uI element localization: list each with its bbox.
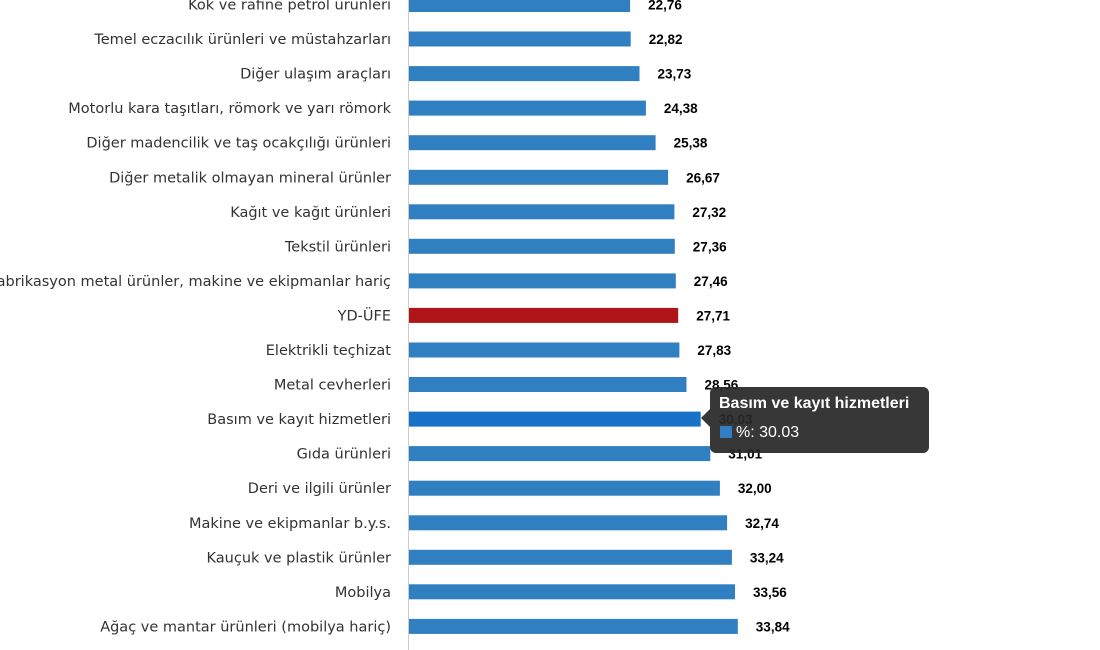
bar[interactable] xyxy=(409,169,669,185)
bar[interactable] xyxy=(409,515,728,531)
bar[interactable] xyxy=(409,411,701,427)
bar[interactable] xyxy=(409,307,679,323)
category-label: Kok ve rafine petrol ürünleri xyxy=(188,0,391,14)
data-label: 22,76 xyxy=(648,0,682,13)
category-label: Elektrikli teçhizat xyxy=(266,343,392,359)
category-label: Motorlu kara taşıtları, römork ve yarı r… xyxy=(68,101,391,117)
data-label: 27,46 xyxy=(694,274,728,289)
tooltip-series-swatch xyxy=(720,426,732,438)
bar[interactable] xyxy=(409,0,631,12)
category-label: YD-ÜFE xyxy=(337,306,391,324)
data-label: 27,32 xyxy=(692,205,726,220)
category-label: Basım ve kayıt hizmetleri xyxy=(207,412,391,428)
tooltip-value-row: %: 30.03 xyxy=(720,424,799,442)
category-label: Makine ve ekipmanlar b.y.s. xyxy=(189,516,391,532)
data-label: 25,38 xyxy=(674,136,708,151)
data-label: 32,00 xyxy=(738,481,772,496)
data-label: 27,71 xyxy=(696,308,730,323)
data-label: 27,83 xyxy=(697,343,731,358)
bar[interactable] xyxy=(409,377,687,392)
bar[interactable] xyxy=(409,342,680,358)
category-label: Tekstil ürünleri xyxy=(284,239,391,255)
data-label: 24,38 xyxy=(664,101,698,116)
bar[interactable] xyxy=(409,100,646,116)
bar[interactable] xyxy=(409,273,676,289)
data-label: 32,74 xyxy=(745,516,779,531)
bar[interactable] xyxy=(409,204,675,220)
bar[interactable] xyxy=(409,480,720,496)
data-label: 23,73 xyxy=(658,67,692,82)
data-label: 26,67 xyxy=(686,170,720,185)
category-label: Deri ve ilgili ürünler xyxy=(248,481,391,497)
bar[interactable] xyxy=(409,31,631,47)
category-label: Fabrikasyon metal ürünler, makine ve eki… xyxy=(0,274,391,290)
category-label: Diğer madencilik ve taş ocakçılığı ürünl… xyxy=(86,136,391,152)
tooltip-value: %: 30.03 xyxy=(736,424,800,441)
bar[interactable] xyxy=(409,446,711,462)
tooltip-arrow xyxy=(701,409,710,427)
category-label: Kauçuk ve plastik ürünler xyxy=(207,550,391,566)
bar[interactable] xyxy=(409,135,656,151)
data-label: 33,56 xyxy=(753,585,787,600)
bar[interactable] xyxy=(409,618,738,634)
category-label: Gıda ürünleri xyxy=(297,447,391,463)
tooltip-title: Basım ve kayıt hizmetleri xyxy=(719,395,910,412)
data-label: 33,24 xyxy=(750,550,784,565)
category-label: Diğer ulaşım araçları xyxy=(240,67,391,83)
data-label: 22,82 xyxy=(649,32,683,47)
data-label: 27,36 xyxy=(693,239,727,254)
category-label: Kağıt ve kağıt ürünleri xyxy=(230,205,391,221)
category-label: Metal cevherleri xyxy=(274,378,391,394)
chart-tooltip: Basım ve kayıt hizmetleri %: 30.03 xyxy=(701,387,929,453)
category-label: Temel eczacılık ürünleri ve müstahzarlar… xyxy=(93,32,391,48)
bar[interactable] xyxy=(409,584,735,600)
category-label: Diğer metalik olmayan mineral ürünler xyxy=(109,170,391,186)
category-label: Mobilya xyxy=(335,585,391,601)
data-label: 33,84 xyxy=(756,619,790,634)
bar[interactable] xyxy=(409,549,732,565)
category-label: Ağaç ve mantar ürünleri (mobilya hariç) xyxy=(100,619,391,635)
bar[interactable] xyxy=(409,238,675,254)
bar[interactable] xyxy=(409,66,640,82)
